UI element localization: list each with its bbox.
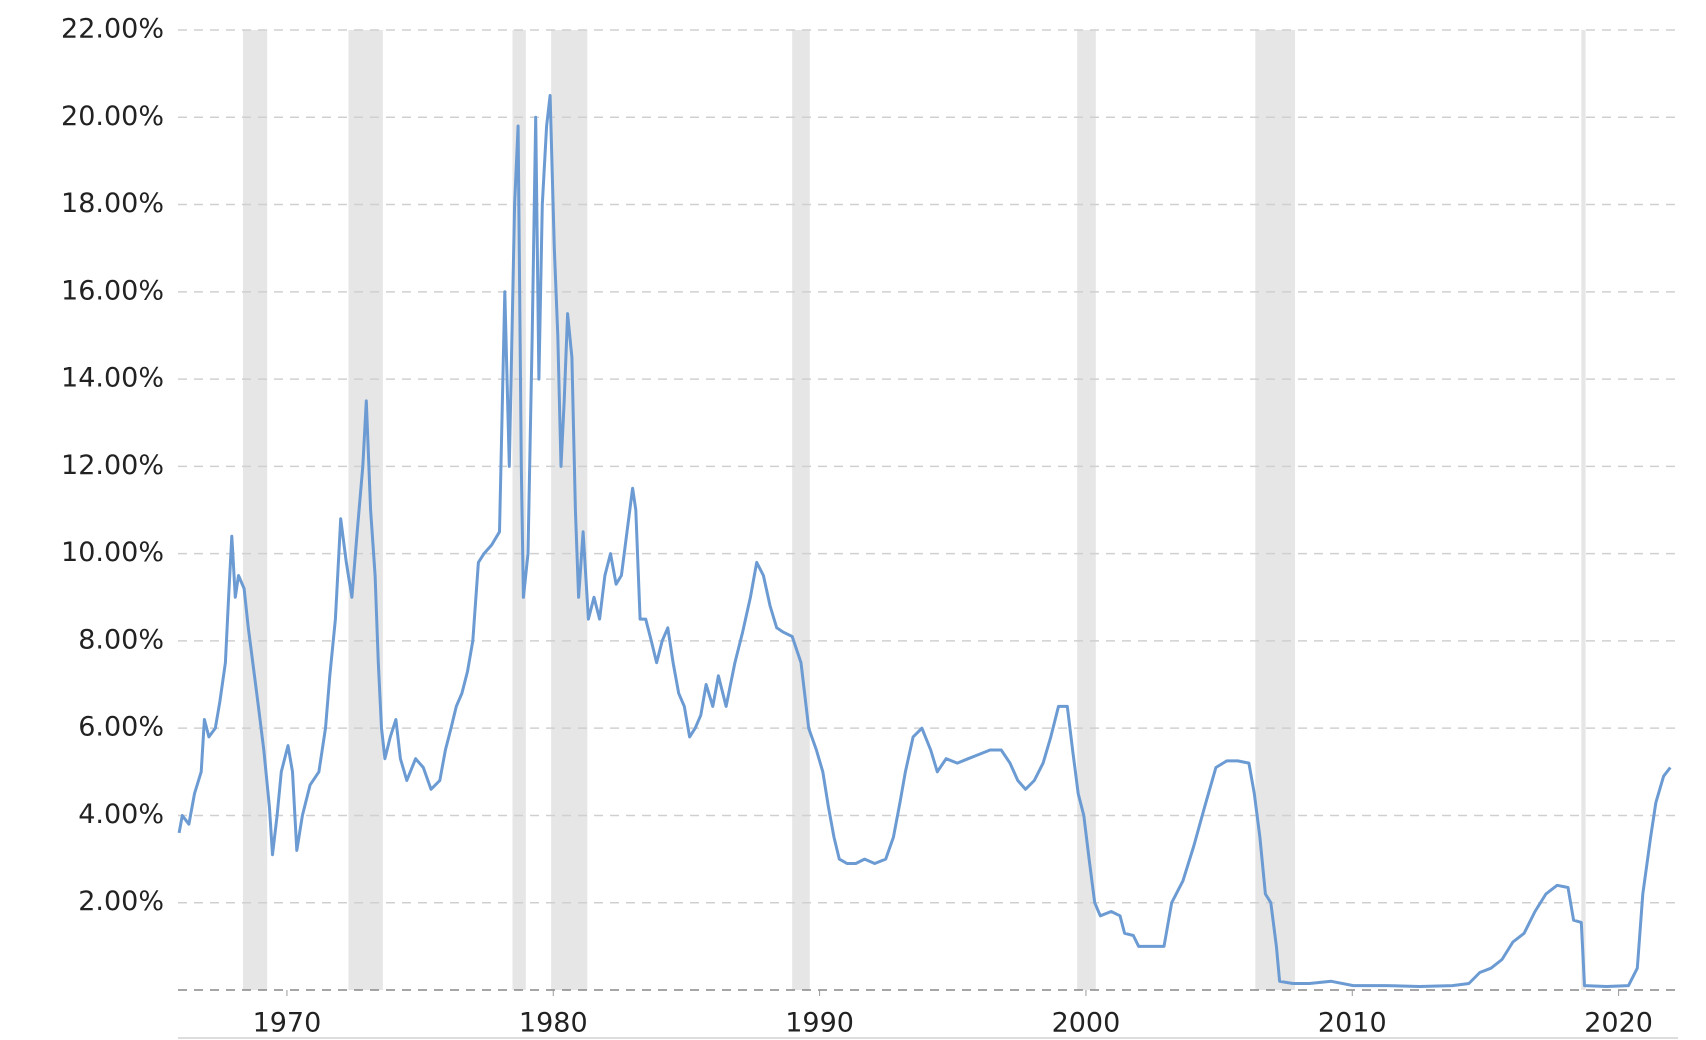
y-tick-label: 8.00% (78, 624, 164, 655)
y-tick-label: 18.00% (61, 188, 164, 219)
x-tick-label: 1970 (253, 1008, 322, 1039)
x-tick-label: 2010 (1318, 1008, 1387, 1039)
recession-band (512, 30, 526, 990)
y-tick-label: 2.00% (78, 886, 164, 917)
recession-band (242, 30, 268, 990)
recession-band (551, 30, 588, 990)
x-tick-label: 2020 (1584, 1008, 1653, 1039)
y-tick-label: 16.00% (61, 275, 164, 306)
recession-band (1581, 30, 1586, 990)
recession-band (348, 30, 383, 990)
y-tick-label: 4.00% (78, 799, 164, 830)
y-tick-label: 10.00% (61, 537, 164, 568)
recession-band (1077, 30, 1096, 990)
y-tick-label: 20.00% (61, 101, 164, 132)
y-tick-label: 22.00% (61, 14, 164, 45)
x-tick-label: 1990 (785, 1008, 854, 1039)
rate-line (177, 94, 1672, 988)
y-tick-label: 6.00% (78, 712, 164, 743)
recession-band (1255, 30, 1296, 990)
y-tick-label: 12.00% (61, 450, 164, 481)
y-tick-label: 14.00% (61, 363, 164, 394)
recession-band (792, 30, 810, 990)
x-tick-label: 1980 (519, 1008, 588, 1039)
x-tick-label: 2000 (1052, 1008, 1121, 1039)
